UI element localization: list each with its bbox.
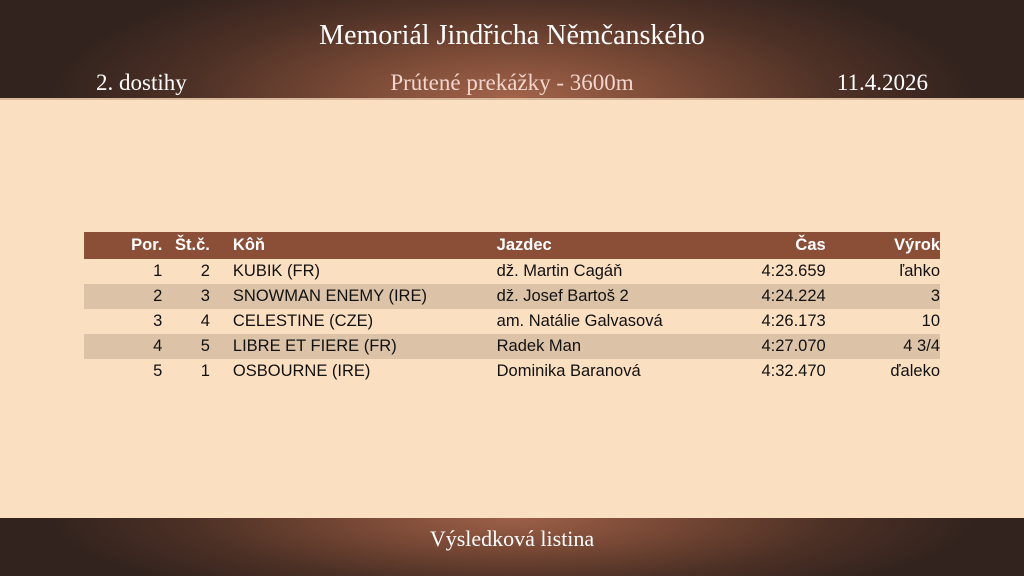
cell-start-number: 2	[200, 262, 210, 280]
cell-jockey: dž. Josef Bartoš 2	[496, 284, 709, 309]
cell-position: 5	[153, 362, 163, 380]
footer-label: Výsledková listina	[429, 526, 595, 551]
table-row: 3 4 CELESTINE (CZE) am. Natálie Galvasová 4:…	[84, 309, 940, 334]
cell-jockey: am. Natálie Galvasová	[496, 312, 663, 330]
event-title: Memoriál Jindřicha Němčanského	[319, 20, 705, 51]
cell-time: 4:27.070	[708, 334, 826, 359]
cell-position: 4	[84, 334, 163, 359]
cell-start-number: 1	[200, 362, 210, 380]
results-table: Por. Št.č. Kôň Jazdec Čas Výrok 1 2 KUBIK …	[84, 232, 940, 384]
cell-horse: CELESTINE (CZE)	[232, 312, 374, 330]
column-header-horse: Kôň	[209, 232, 497, 259]
cell-horse: OSBOURNE (IRE)	[232, 362, 371, 380]
cell-margin: 3	[825, 284, 940, 309]
table-row: 5 1 OSBOURNE (IRE) Dominika Baranová 4:32.47…	[84, 359, 940, 384]
column-header-time: Čas	[708, 232, 826, 259]
cell-margin: 4 3/4	[825, 334, 940, 359]
cell-jockey: Dominika Baranová	[496, 362, 641, 380]
cell-margin: 10	[921, 312, 940, 330]
cell-jockey: Radek Man	[496, 334, 709, 359]
cell-time: 4:32.470	[761, 362, 826, 380]
race-number: 2. dostihy	[96, 70, 187, 95]
cell-horse: SNOWMAN ENEMY (IRE)	[209, 284, 497, 309]
cell-start-number: 3	[162, 284, 210, 309]
cell-position: 2	[84, 284, 163, 309]
column-header-margin: Výrok	[825, 232, 940, 259]
header-banner: Memoriál Jindřicha Němčanského Prútené p…	[0, 0, 1024, 100]
cell-position: 3	[153, 312, 163, 330]
cell-horse: KUBIK (FR)	[232, 262, 320, 280]
table-header-row: Por. Št.č. Kôň Jazdec Čas Výrok	[84, 232, 940, 259]
cell-time: 4:23.659	[761, 262, 826, 280]
column-header-jockey: Jazdec	[496, 232, 709, 259]
cell-margin: ľahko	[899, 262, 940, 280]
cell-time: 4:26.173	[761, 312, 826, 330]
footer-banner: Výsledková listina	[0, 518, 1024, 576]
cell-start-number: 4	[200, 312, 210, 330]
cell-jockey: dž. Martin Cagáň	[496, 262, 623, 280]
column-header-start-number: Št.č.	[162, 232, 210, 259]
table-row: 4 5 LIBRE ET FIERE (FR) Radek Man 4:27.070 4 …	[84, 334, 940, 359]
table-row: 1 2 KUBIK (FR) dž. Martin Cagáň 4:23.659 ľahk…	[84, 259, 940, 284]
cell-horse: LIBRE ET FIERE (FR)	[209, 334, 497, 359]
cell-margin: ďaleko	[890, 362, 940, 380]
column-header-position: Por.	[84, 232, 163, 259]
cell-start-number: 5	[162, 334, 210, 359]
race-name: Prútené prekážky - 3600m	[390, 70, 634, 95]
cell-time: 4:24.224	[708, 284, 826, 309]
race-date: 11.4.2026	[836, 70, 928, 95]
cell-position: 1	[153, 262, 163, 280]
